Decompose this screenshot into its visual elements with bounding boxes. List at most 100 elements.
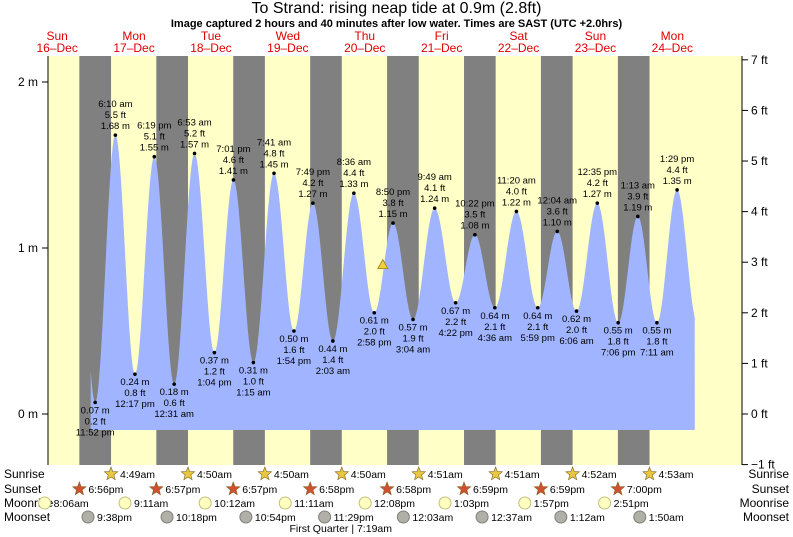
y-tick-label-left: 2 m <box>18 75 38 89</box>
sunrise-time: 4:50am <box>197 469 232 481</box>
moonset-time: 11:29pm <box>334 512 374 524</box>
tide-label-m: 0.57 m <box>399 322 428 333</box>
moonset-icon <box>633 510 647 524</box>
tide-label-time: 12:31 am <box>154 409 194 420</box>
y-tick-label-right: 1 ft <box>751 356 768 370</box>
tide-label-m: 0.61 m <box>360 316 389 327</box>
tide-label-time: 4:36 am <box>478 333 512 344</box>
sunset-time: 6:59pm <box>473 484 508 496</box>
tide-label-ft: 1.2 ft <box>204 367 225 378</box>
tide-label-m: 1.68 m <box>101 121 130 132</box>
sunrise-icon <box>411 466 427 481</box>
row-label-right-moonset: Moonset <box>743 510 790 524</box>
moonrise-icon <box>278 496 292 510</box>
tide-label-time: 6:53 am <box>177 117 211 128</box>
tide-label-time: 2:03 am <box>316 366 350 377</box>
moonset-time: 10:54pm <box>255 512 296 524</box>
tide-point <box>251 360 256 365</box>
moonset-time: 10:18pm <box>176 512 217 524</box>
sunrise-icon <box>103 466 119 481</box>
y-tick-label-right: 6 ft <box>751 103 768 117</box>
tide-point <box>192 151 197 156</box>
sunset-time: 6:57pm <box>165 484 200 496</box>
current-tide-marker <box>377 258 389 270</box>
sunrise-time: 4:51am <box>428 469 463 481</box>
tide-label-m: 0.24 m <box>120 377 149 388</box>
tide-point <box>555 229 560 234</box>
tide-label-ft: 1.8 ft <box>608 337 629 348</box>
tide-label-time: 7:49 pm <box>296 167 330 178</box>
moonset-time: 9:38pm <box>97 512 132 524</box>
tide-point <box>172 382 176 386</box>
tide-label-ft: 3.8 ft <box>382 198 403 209</box>
tide-area <box>90 135 695 431</box>
day-date: 19–Dec <box>267 41 308 55</box>
tide-label-time: 12:35 pm <box>577 167 617 178</box>
tide-label-ft: 4.6 ft <box>223 155 244 166</box>
tide-point <box>391 221 395 225</box>
row-label-right-moonrise: Moonrise <box>740 496 790 510</box>
tide-label-time: 8:36 am <box>337 157 371 168</box>
moonrise-icon <box>598 496 612 510</box>
tide-label-ft: 0.8 ft <box>124 388 145 399</box>
row-label-left-moonset: Moonset <box>4 510 51 524</box>
tide-label-ft: 1.4 ft <box>322 355 343 366</box>
sunset-icon <box>71 481 87 496</box>
moonrise-icon <box>358 496 372 510</box>
tide-point <box>113 133 118 137</box>
day-name: Wed <box>276 29 300 43</box>
moonset-icon <box>475 510 489 524</box>
tide-label-time: 12:04 am <box>537 195 577 206</box>
tide-label-m: 0.55 m <box>642 326 671 337</box>
tide-label-ft: 5.2 ft <box>184 128 205 139</box>
sunset-icon <box>610 481 626 496</box>
tide-label-time: 7:41 am <box>257 137 291 148</box>
tide-label-ft: 4.4 ft <box>343 168 364 179</box>
sunrise-time: 4:51am <box>505 469 540 481</box>
moonrise-icon <box>38 496 52 510</box>
sunset-icon <box>456 481 472 496</box>
tide-label-time: 3:04 am <box>396 344 430 355</box>
day-name: Fri <box>435 29 449 43</box>
sunset-icon <box>225 481 241 496</box>
tide-label-time: 2:58 pm <box>357 338 391 349</box>
page-subtitle: Image captured 2 hours and 40 minutes af… <box>170 18 623 30</box>
tide-label-ft: 1.6 ft <box>283 345 304 356</box>
day-name: Mon <box>122 29 145 43</box>
tide-point <box>535 305 540 310</box>
tide-point <box>595 201 600 205</box>
tide-label-m: 0.07 m <box>81 405 110 416</box>
moonset-icon <box>396 510 410 524</box>
tide-label-m: 1.27 m <box>583 189 612 200</box>
y-tick-label-right: 3 ft <box>751 255 768 269</box>
sunset-time: 7:00pm <box>627 484 662 496</box>
page-title: To Strand: rising neap tide at 0.9m (2.8… <box>251 0 542 17</box>
sunset-icon <box>379 481 395 496</box>
tide-label-m: 1.55 m <box>140 143 169 154</box>
row-label-left-sunset: Sunset <box>4 482 42 496</box>
tide-label-m: 1.15 m <box>379 209 408 220</box>
tide-label-ft: 0.6 ft <box>164 398 185 409</box>
tide-label-ft: 2.1 ft <box>484 322 505 333</box>
tide-label-m: 1.22 m <box>502 197 531 208</box>
sunset-time: 6:57pm <box>242 484 277 496</box>
sunrise-time: 4:53am <box>659 469 694 481</box>
tide-label-ft: 1.0 ft <box>243 377 264 388</box>
tide-label-time: 1:13 am <box>621 180 655 191</box>
tide-label-ft: 3.5 ft <box>464 210 485 221</box>
moonrise-time: 1:57pm <box>534 498 569 510</box>
tide-label-ft: 5.5 ft <box>105 110 126 121</box>
tide-point <box>231 178 236 182</box>
sunrise-time: 4:49am <box>120 469 155 481</box>
y-tick-label-right: 4 ft <box>751 205 768 219</box>
tide-label-time: 7:11 am <box>640 348 674 359</box>
day-date: 20–Dec <box>344 41 385 55</box>
tide-label-m: 0.62 m <box>562 314 591 325</box>
tide-label-m: 0.64 m <box>480 311 509 322</box>
moonset-icon <box>160 510 174 524</box>
tide-point <box>453 300 458 305</box>
tide-label-m: 0.64 m <box>523 311 552 322</box>
tide-label-time: 7:01 pm <box>216 144 250 155</box>
moonrise-time: 8:06am <box>54 498 89 510</box>
